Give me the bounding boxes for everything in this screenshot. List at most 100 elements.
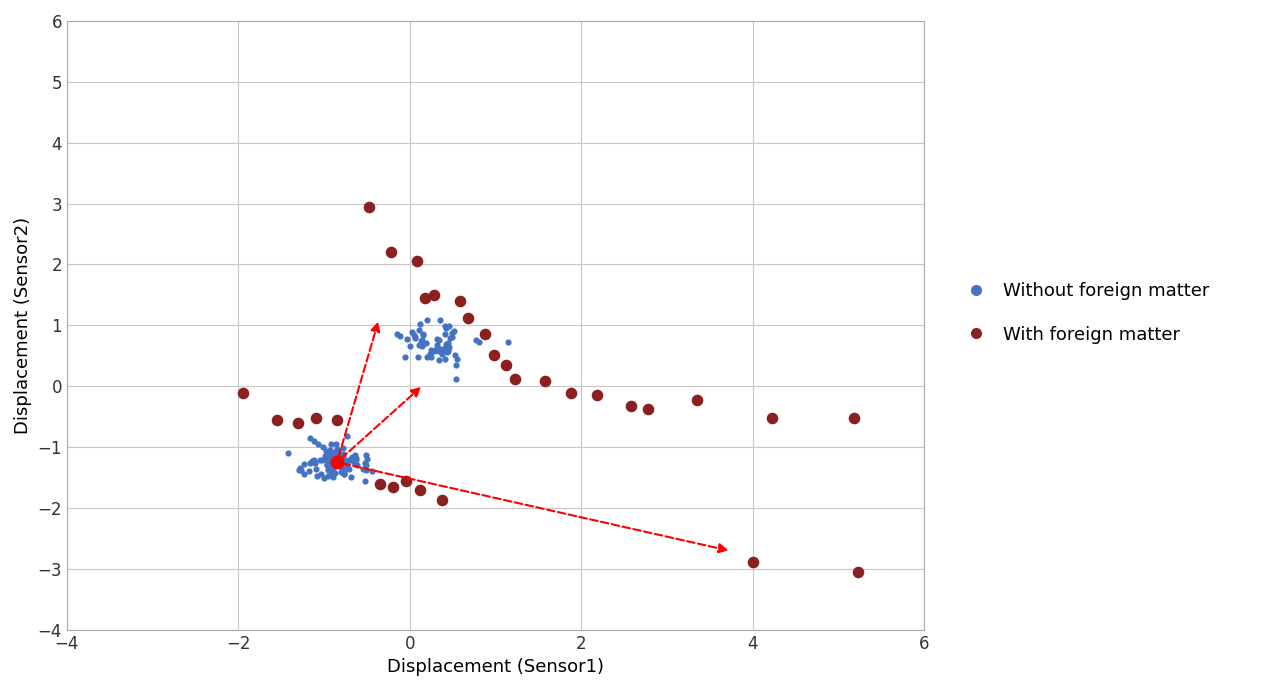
Point xyxy=(413,329,434,340)
Point xyxy=(333,442,353,453)
Point xyxy=(446,349,466,360)
Point xyxy=(232,388,253,399)
Point xyxy=(442,328,462,339)
Point xyxy=(443,325,464,336)
Point xyxy=(429,346,449,357)
Point xyxy=(435,354,456,365)
Point xyxy=(475,329,496,340)
Point xyxy=(410,339,430,351)
Point xyxy=(336,456,357,467)
Point xyxy=(321,449,342,460)
Point xyxy=(330,462,351,473)
Point xyxy=(421,351,442,362)
Point xyxy=(397,333,417,344)
Point xyxy=(354,475,375,486)
Point xyxy=(357,454,377,465)
Point xyxy=(316,449,336,460)
Point xyxy=(326,414,347,425)
Point xyxy=(438,321,458,332)
Point xyxy=(416,315,437,326)
Point xyxy=(299,466,320,477)
Point xyxy=(435,343,456,354)
Point xyxy=(407,352,428,363)
Point xyxy=(434,343,455,354)
Point xyxy=(320,444,340,455)
Point xyxy=(429,335,449,346)
Point xyxy=(306,413,326,424)
Point xyxy=(446,359,466,371)
Point xyxy=(345,452,366,463)
Point xyxy=(325,439,345,450)
Point xyxy=(334,466,354,477)
Point xyxy=(426,342,447,353)
Point xyxy=(426,344,447,355)
Point xyxy=(535,376,556,387)
Point xyxy=(321,438,342,449)
Point xyxy=(469,337,489,348)
Point xyxy=(413,328,434,339)
Point xyxy=(442,331,462,342)
Point xyxy=(844,413,864,424)
Point xyxy=(433,344,453,355)
Point xyxy=(315,451,335,462)
Point xyxy=(437,322,457,333)
Point xyxy=(317,454,338,465)
Point xyxy=(399,341,420,352)
Point xyxy=(347,454,367,465)
Point xyxy=(313,473,334,484)
Point xyxy=(334,468,354,479)
Point xyxy=(334,464,354,475)
Point xyxy=(326,457,347,468)
Point xyxy=(438,346,458,357)
Point xyxy=(587,390,607,401)
Point xyxy=(386,328,407,339)
Point xyxy=(308,438,329,449)
Point xyxy=(333,455,353,466)
Point xyxy=(322,457,343,468)
Point xyxy=(294,469,315,480)
Point xyxy=(312,454,333,465)
Point xyxy=(307,471,327,482)
Point xyxy=(847,566,868,578)
Point xyxy=(410,484,430,495)
Point xyxy=(484,349,505,360)
Point xyxy=(426,339,447,351)
Point xyxy=(322,460,343,471)
Point xyxy=(317,453,338,464)
Point xyxy=(416,337,437,348)
Point xyxy=(402,327,422,338)
Point xyxy=(406,333,426,344)
Point xyxy=(505,373,525,384)
Point xyxy=(290,462,311,473)
Point xyxy=(421,344,442,355)
Point xyxy=(356,460,376,471)
Point xyxy=(317,448,338,460)
Point xyxy=(322,466,343,477)
Point xyxy=(343,453,363,464)
Point xyxy=(338,455,358,466)
Point xyxy=(333,455,353,466)
Point xyxy=(342,454,362,465)
Point xyxy=(412,340,433,351)
Point xyxy=(316,453,336,464)
Point xyxy=(321,470,342,481)
Point xyxy=(761,413,782,424)
Point xyxy=(356,449,376,460)
Point xyxy=(289,464,309,475)
Point xyxy=(347,460,367,471)
Point xyxy=(621,400,642,411)
Point xyxy=(435,320,456,331)
Point xyxy=(339,464,360,475)
Point xyxy=(329,454,349,465)
Point xyxy=(403,330,424,341)
Point xyxy=(356,465,376,476)
Point xyxy=(318,464,339,475)
Point xyxy=(331,466,352,477)
Point xyxy=(433,348,453,359)
Point xyxy=(288,417,308,428)
Point xyxy=(290,464,311,475)
Y-axis label: Displacement (Sensor2): Displacement (Sensor2) xyxy=(14,217,32,434)
Point xyxy=(354,457,375,469)
Point xyxy=(326,443,347,454)
Point xyxy=(417,352,438,363)
